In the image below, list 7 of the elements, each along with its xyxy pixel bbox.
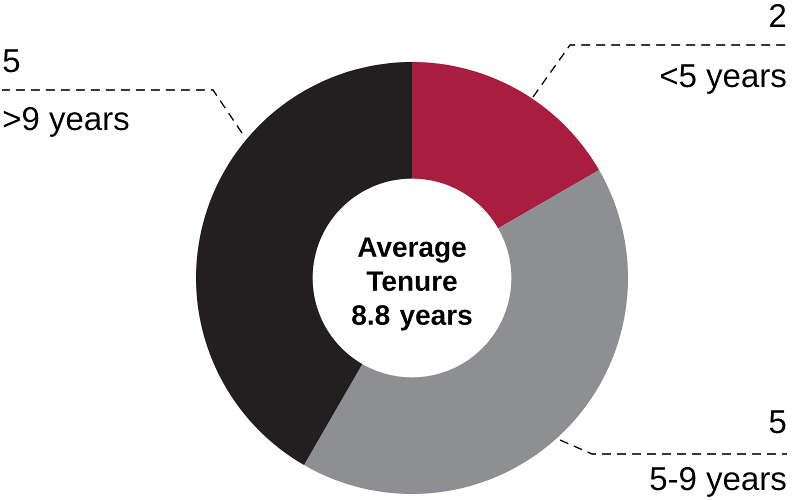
slice-label: >9 years [4,106,128,137]
slice-label: <5 years [660,64,786,94]
data-label: 2 [770,4,786,27]
text: Average Tenure 8.8 years [352,237,472,331]
data-label: 5 [4,49,20,72]
data-label: 5 [770,410,786,434]
slice-label: 5-9 years [650,466,786,497]
